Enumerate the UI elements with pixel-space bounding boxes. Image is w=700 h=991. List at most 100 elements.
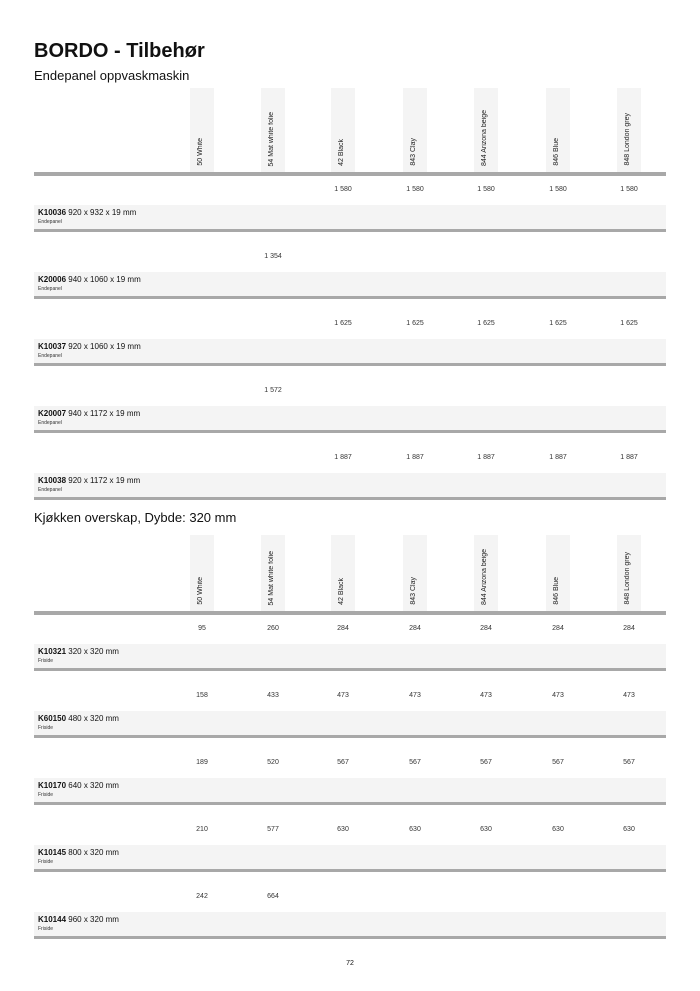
column-label: 846 Blue <box>553 138 560 166</box>
price-cell: 630 <box>337 826 349 833</box>
column-label: 844 Arizona beige <box>481 548 488 605</box>
price-cell: 1 580 <box>620 186 638 193</box>
row-divider <box>34 497 666 500</box>
price-cell: 284 <box>552 625 564 632</box>
row-divider <box>34 229 666 232</box>
column-header: 846 Blue <box>546 88 570 172</box>
column-header: 848 London grey <box>617 88 641 172</box>
product-dimensions: 480 x 320 mm <box>68 714 119 723</box>
column-header: 54 Mat white folie <box>261 535 285 611</box>
product-label: K20007 940 x 1172 x 19 mm Endepanel <box>34 406 666 430</box>
column-label: 42 Black <box>338 578 345 605</box>
table-row: 158 433 473 473 473 473 473 K60150 480 x 320 mm… <box>34 682 666 749</box>
product-label: K10036 920 x 932 x 19 mm Endepanel <box>34 205 666 229</box>
price-cell: 260 <box>267 625 279 632</box>
product-dimensions: 800 x 320 mm <box>68 848 119 857</box>
table-row: 1 354 K20006 940 x 1060 x 19 mm Endepanel <box>34 243 666 310</box>
header-divider <box>34 611 666 615</box>
product-description: Friside <box>38 725 54 731</box>
column-header: 843 Clay <box>403 88 427 172</box>
price-cell: 577 <box>267 826 279 833</box>
product-code: K20006 <box>38 275 67 284</box>
price-cell: 1 625 <box>549 320 567 327</box>
product-name: K10144 960 x 320 mm <box>38 915 119 924</box>
product-label: K10038 920 x 1172 x 19 mm Endepanel <box>34 473 666 497</box>
column-header: 50 White <box>190 535 214 611</box>
price-cell: 473 <box>552 692 564 699</box>
product-description: Endepanel <box>38 487 62 493</box>
column-label: 50 White <box>197 577 204 605</box>
table-row: 1 887 1 887 1 887 1 887 1 887 K10038 920 x 11… <box>34 444 666 511</box>
product-dimensions: 920 x 932 x 19 mm <box>68 208 137 217</box>
price-cell: 520 <box>267 759 279 766</box>
column-header: 50 White <box>190 88 214 172</box>
table-row: 210 577 630 630 630 630 630 K10145 800 x 320 mm… <box>34 816 666 883</box>
price-cell: 1 625 <box>406 320 424 327</box>
row-divider <box>34 802 666 805</box>
section-heading: Kjøkken overskap, Dybde: 320 mm <box>34 510 237 525</box>
product-description: Endepanel <box>38 353 62 359</box>
table-row: 189 520 567 567 567 567 567 K10170 640 x 320 mm… <box>34 749 666 816</box>
price-cell: 1 580 <box>477 186 495 193</box>
product-name: K60150 480 x 320 mm <box>38 714 119 723</box>
product-dimensions: 920 x 1060 x 19 mm <box>68 342 141 351</box>
row-divider <box>34 668 666 671</box>
price-cell: 1 572 <box>264 387 282 394</box>
price-cell: 1 625 <box>334 320 352 327</box>
product-code: K10038 <box>38 476 67 485</box>
price-cell: 284 <box>623 625 635 632</box>
price-cell: 284 <box>409 625 421 632</box>
column-header: 848 London grey <box>617 535 641 611</box>
column-label: 54 Mat white folie <box>268 111 275 166</box>
price-cell: 567 <box>552 759 564 766</box>
column-label: 846 Blue <box>553 577 560 605</box>
price-cell: 664 <box>267 893 279 900</box>
column-label: 42 Black <box>338 139 345 166</box>
row-divider <box>34 735 666 738</box>
product-dimensions: 940 x 1060 x 19 mm <box>68 275 141 284</box>
price-cell: 1 625 <box>620 320 638 327</box>
product-code: K10145 <box>38 848 67 857</box>
product-label: K10144 960 x 320 mm Friside <box>34 912 666 936</box>
column-header: 42 Black <box>331 535 355 611</box>
price-cell: 1 354 <box>264 253 282 260</box>
price-cell: 567 <box>337 759 349 766</box>
price-cell: 567 <box>409 759 421 766</box>
section-heading: Endepanel oppvaskmaskin <box>34 68 190 83</box>
page-title: BORDO - Tilbehør <box>34 40 205 62</box>
price-cell: 210 <box>196 826 208 833</box>
product-name: K10321 320 x 320 mm <box>38 647 119 656</box>
price-cell: 1 625 <box>477 320 495 327</box>
product-label: K10321 320 x 320 mm Friside <box>34 644 666 668</box>
price-cell: 284 <box>337 625 349 632</box>
price-cell: 284 <box>480 625 492 632</box>
price-cell: 1 887 <box>334 454 352 461</box>
row-divider <box>34 936 666 939</box>
column-header: 42 Black <box>331 88 355 172</box>
price-cell: 567 <box>623 759 635 766</box>
product-dimensions: 940 x 1172 x 19 mm <box>68 409 141 418</box>
column-label: 848 London grey <box>624 113 631 166</box>
column-header: 54 Mat white folie <box>261 88 285 172</box>
price-cell: 630 <box>552 826 564 833</box>
product-code: K10170 <box>38 781 67 790</box>
table-row: 242 664 K10144 960 x 320 mm Friside <box>34 883 666 950</box>
table-row: 1 580 1 580 1 580 1 580 1 580 K10036 920 x 93… <box>34 176 666 243</box>
price-cell: 1 580 <box>406 186 424 193</box>
column-header-row: 50 White 54 Mat white folie 42 Black 843 Cl… <box>34 88 666 176</box>
price-table-endepanel: 50 White 54 Mat white folie 42 Black 843 Cl… <box>34 88 666 511</box>
price-cell: 1 580 <box>549 186 567 193</box>
product-description: Friside <box>38 926 54 932</box>
product-code: K10036 <box>38 208 67 217</box>
product-name: K20007 940 x 1172 x 19 mm <box>38 409 140 418</box>
product-name: K10038 920 x 1172 x 19 mm <box>38 476 140 485</box>
row-divider <box>34 296 666 299</box>
price-cell: 630 <box>623 826 635 833</box>
table-row: 1 572 K20007 940 x 1172 x 19 mm Endepanel <box>34 377 666 444</box>
price-cell: 473 <box>409 692 421 699</box>
product-code: K10321 <box>38 647 67 656</box>
product-name: K10037 920 x 1060 x 19 mm <box>38 342 141 351</box>
row-divider <box>34 869 666 872</box>
column-label: 843 Clay <box>410 138 417 166</box>
row-divider <box>34 363 666 366</box>
